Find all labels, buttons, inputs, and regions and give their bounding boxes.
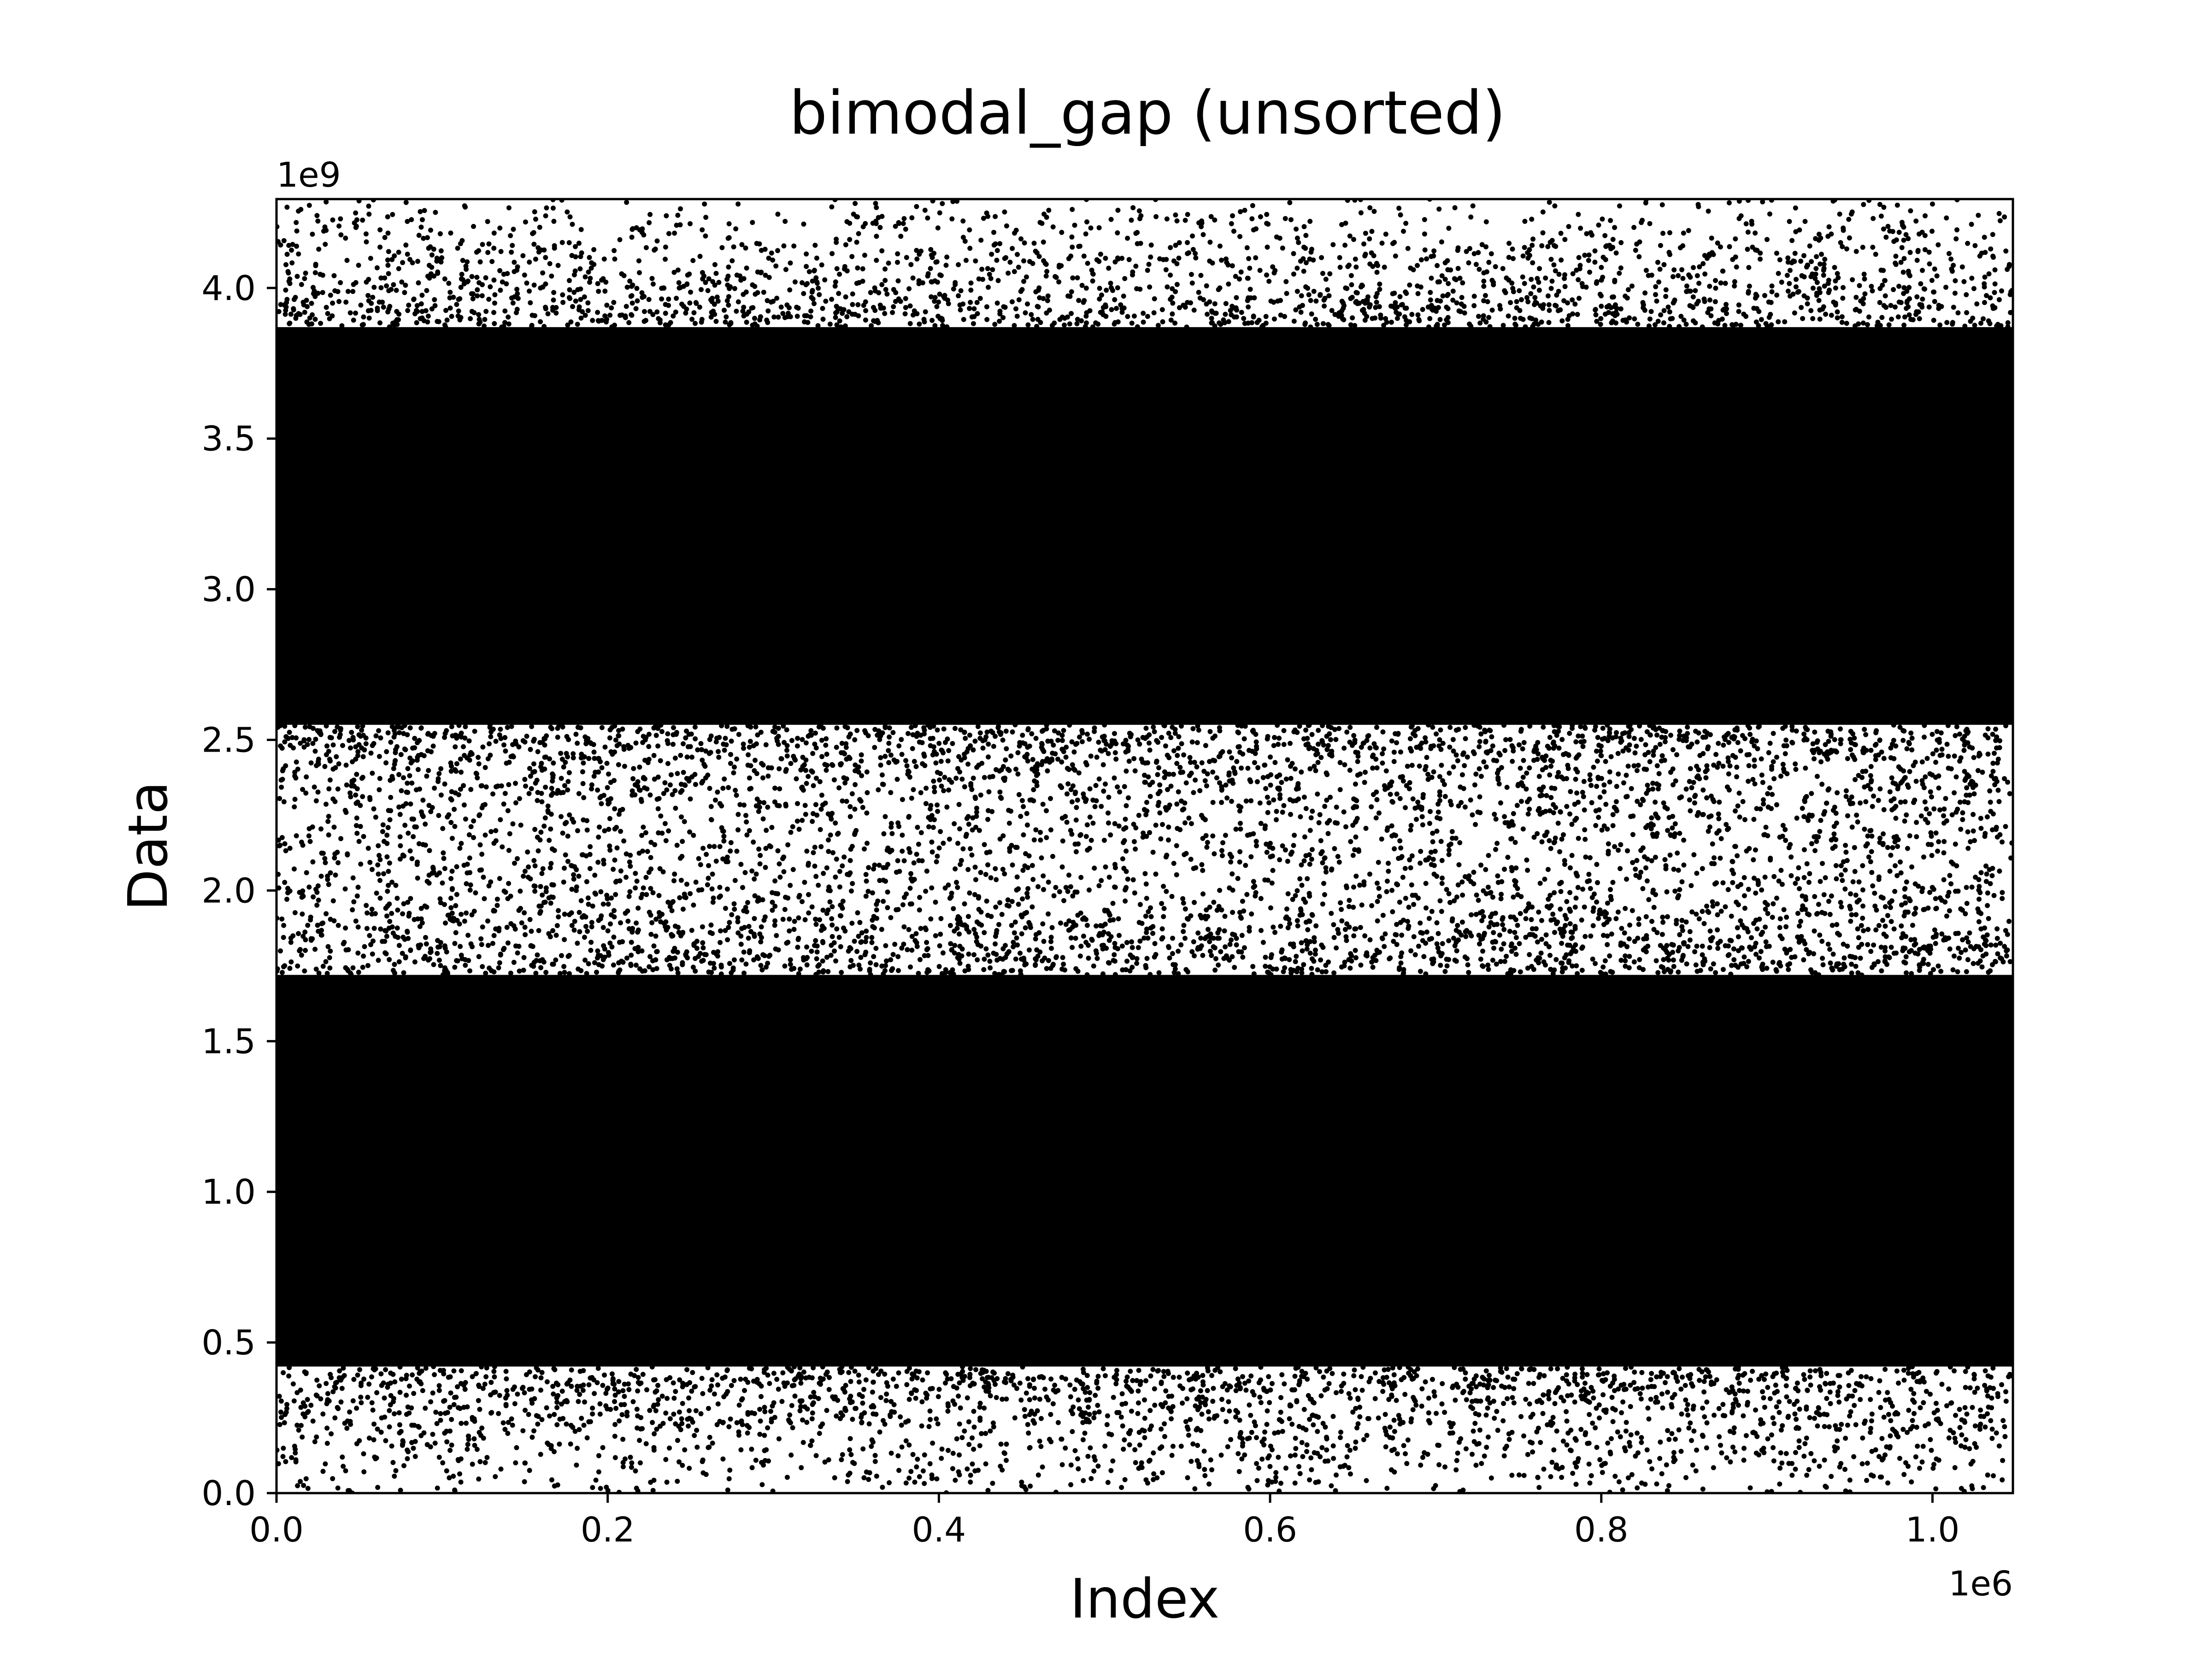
x-tick-label: 0.4	[912, 1510, 966, 1550]
y-tick-label: 4.0	[201, 269, 256, 308]
x-tick-label: 0.0	[249, 1510, 304, 1550]
x-tick-label: 0.8	[1574, 1510, 1629, 1550]
y-tick-label: 3.0	[201, 570, 256, 610]
x-tick-label: 0.6	[1243, 1510, 1297, 1550]
dense-point-band-2	[276, 327, 2013, 725]
y-axis-label: Data	[116, 781, 180, 911]
y-tick-label: 2.5	[201, 721, 256, 760]
y-tick-label: 0.0	[201, 1474, 256, 1513]
x-offset-label: 1e6	[1948, 1564, 2013, 1604]
y-tick-label: 1.5	[201, 1022, 256, 1061]
dense-point-band-1	[276, 975, 2013, 1366]
y-tick-label: 1.0	[201, 1172, 256, 1212]
x-tick-label: 0.2	[581, 1510, 635, 1550]
chart-title: bimodal_gap (unsorted)	[789, 78, 1506, 148]
y-tick-label: 3.5	[201, 419, 256, 459]
x-tick-label: 1.0	[1906, 1510, 1960, 1550]
x-axis-label: Index	[1070, 1567, 1220, 1630]
y-tick-label: 0.5	[201, 1323, 256, 1363]
y-offset-label: 1e9	[276, 155, 341, 195]
y-tick-label: 2.0	[201, 871, 256, 911]
